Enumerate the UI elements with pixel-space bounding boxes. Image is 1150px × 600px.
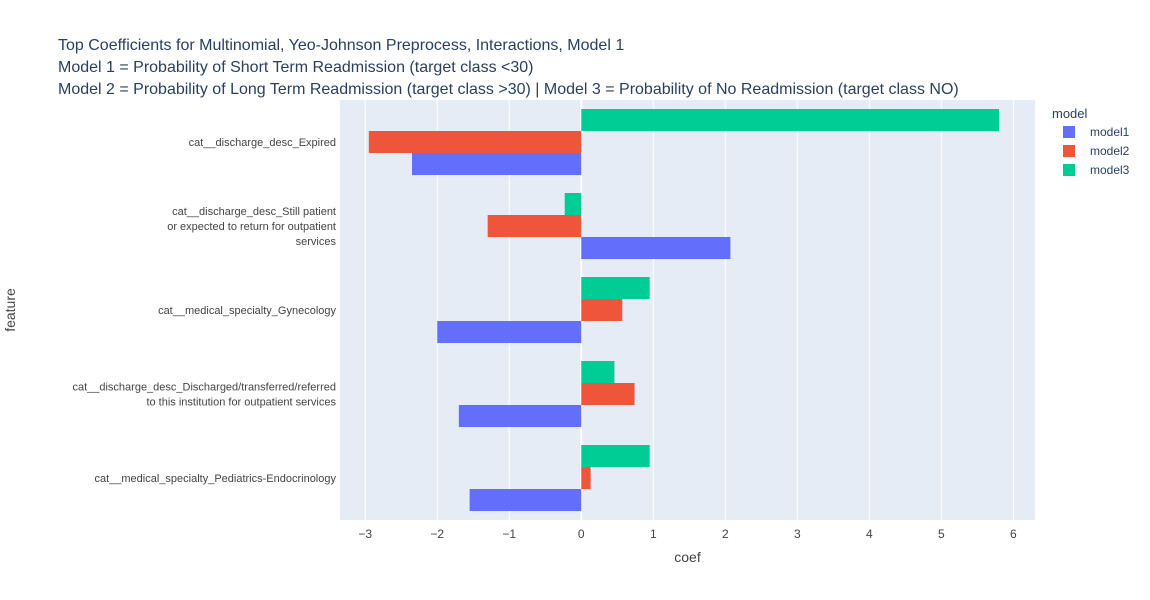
bar-model2[interactable] — [581, 383, 635, 405]
x-tick-label: 5 — [938, 527, 945, 541]
chart-title-line: Model 2 = Probability of Long Term Readm… — [58, 81, 959, 98]
chart-title-line: Model 1 = Probability of Short Term Read… — [58, 59, 533, 76]
bar-model1[interactable] — [469, 489, 582, 511]
bar-model2[interactable] — [487, 215, 582, 237]
chart-title-line: Top Coefficients for Multinomial, Yeo-Jo… — [58, 37, 624, 54]
x-axis-title: coef — [674, 549, 701, 565]
legend-swatch-model3[interactable] — [1063, 164, 1075, 176]
legend[interactable]: model model1 model2 model3 — [1052, 106, 1130, 177]
bar-model1[interactable] — [412, 153, 582, 175]
bar-model1[interactable] — [458, 405, 582, 427]
legend-swatch-model2[interactable] — [1063, 145, 1075, 157]
bar-model2[interactable] — [368, 131, 582, 153]
legend-label-model3[interactable]: model3 — [1090, 163, 1130, 177]
legend-label-model2[interactable]: model2 — [1090, 144, 1130, 158]
x-tick-label: 4 — [866, 527, 873, 541]
legend-title: model — [1052, 106, 1088, 121]
bar-model3[interactable] — [581, 361, 615, 383]
chart-title: Top Coefficients for Multinomial, Yeo-Jo… — [58, 37, 959, 98]
y-category-label: or expected to return for outpatient — [167, 221, 336, 233]
bar-model2[interactable] — [581, 467, 591, 489]
x-tick-label: 3 — [794, 527, 801, 541]
y-category-label: cat__discharge_desc_Still patient — [172, 206, 336, 218]
legend-label-model1[interactable]: model1 — [1090, 125, 1130, 139]
y-axis-categories: cat__discharge_desc_Expired cat__discharg… — [72, 137, 336, 485]
legend-swatch-model1[interactable] — [1063, 126, 1075, 138]
y-category-label: cat__medical_specialty_Pediatrics-Endocr… — [94, 473, 336, 485]
x-tick-label: −3 — [358, 527, 372, 541]
y-category-label: cat__discharge_desc_Discharged/transferr… — [72, 382, 336, 394]
bar-model3[interactable] — [581, 109, 999, 131]
x-tick-label: 1 — [650, 527, 657, 541]
x-tick-label: 0 — [578, 527, 585, 541]
bar-model3[interactable] — [581, 445, 650, 467]
y-category-label: to this institution for outpatient servi… — [146, 397, 336, 409]
bar-model2[interactable] — [581, 299, 623, 321]
x-tick-label: −1 — [502, 527, 516, 541]
y-category-label: services — [296, 236, 337, 248]
x-tick-label: 6 — [1010, 527, 1017, 541]
x-tick-label: −2 — [430, 527, 444, 541]
y-category-label: cat__discharge_desc_Expired — [189, 137, 336, 149]
bar-model3[interactable] — [581, 277, 650, 299]
bar-model3[interactable] — [564, 193, 582, 215]
y-axis-title: feature — [2, 288, 18, 332]
x-tick-label: 2 — [722, 527, 729, 541]
bar-model1[interactable] — [437, 321, 582, 343]
bars — [368, 109, 999, 511]
bar-model1[interactable] — [581, 237, 731, 259]
y-category-label: cat__medical_specialty_Gynecology — [158, 305, 336, 317]
x-axis-ticks: −3 −2 −1 0 1 2 3 4 5 6 — [358, 527, 1017, 541]
